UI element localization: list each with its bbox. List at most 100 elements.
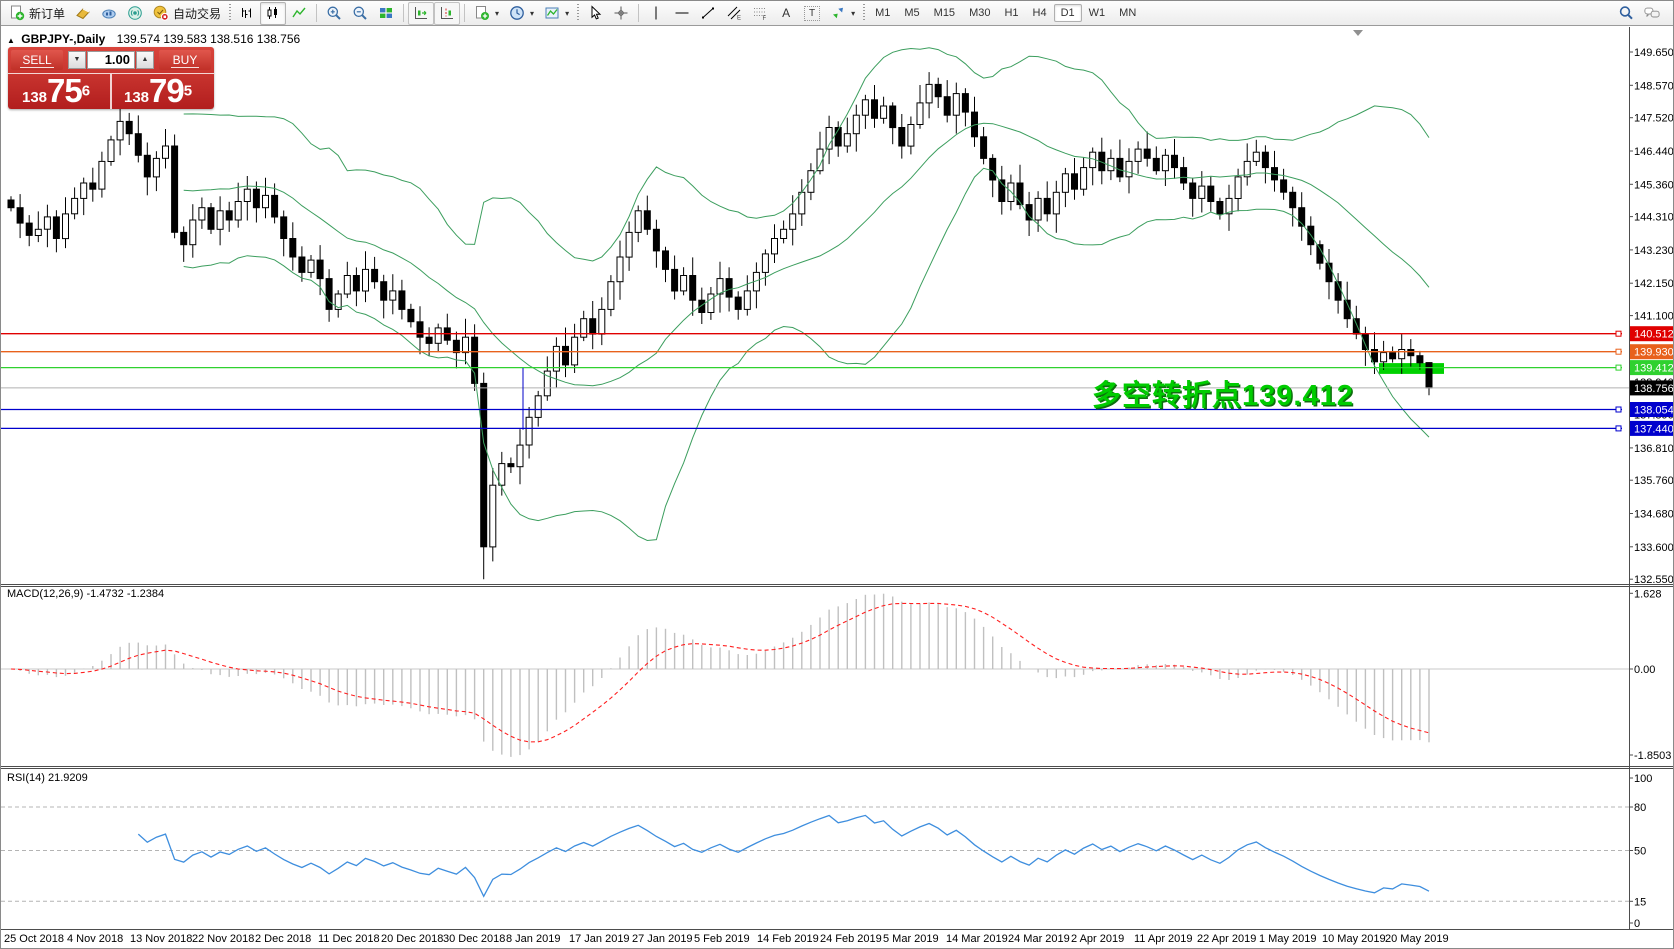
auto-scroll-button[interactable] [408,1,435,25]
timeframe-m15[interactable]: M15 [933,7,956,19]
svg-text:140.512: 140.512 [1634,329,1674,341]
candlestick-chart-button[interactable] [260,1,287,25]
data-window-button[interactable] [96,2,122,25]
timeframe-d1[interactable]: D1 [1053,4,1082,22]
market-watch-button[interactable] [70,2,96,25]
horizontal-line-button[interactable] [669,2,695,25]
svg-text:148.570: 148.570 [1634,80,1674,92]
new-order-button[interactable]: 新订单 [4,2,70,25]
templates-button[interactable]: ▾ [539,2,574,25]
svg-text:137.440: 137.440 [1634,423,1674,435]
toolbar-grip[interactable] [577,4,580,22]
sell-button[interactable]: SELL [11,50,63,70]
bar-chart-button[interactable] [234,2,260,25]
cursor-icon [587,5,603,21]
toolbar-separator [464,4,466,22]
new-chart-button[interactable]: ▾ [469,2,504,25]
svg-text:149.650: 149.650 [1634,47,1674,59]
toolbar-grip[interactable] [229,4,232,22]
auto-scroll-icon [413,5,429,21]
svg-text:139.412: 139.412 [1634,363,1674,375]
svg-text:-1.8503: -1.8503 [1634,750,1671,762]
fibonacci-button[interactable]: F [747,2,773,25]
signals-button[interactable] [122,2,148,25]
svg-text:0.00: 0.00 [1634,664,1655,676]
sell-price[interactable]: 138756 [22,72,91,109]
crosshair-button[interactable] [608,2,634,25]
trendline-button[interactable] [695,2,721,25]
turning-point-annotation[interactable]: 多空转折点139.412 [1092,380,1354,412]
timeframe-h4[interactable]: H4 [1032,7,1047,19]
tile-windows-icon [378,5,394,21]
search-icon [1618,5,1634,21]
svg-text:146.440: 146.440 [1634,146,1674,158]
volume-increase-button[interactable]: ▲ [136,51,154,69]
timeframe-m1[interactable]: M1 [875,7,891,19]
svg-text:142.150: 142.150 [1634,278,1674,290]
main-toolbar: 新订单 自动交易 [1,1,1673,26]
text-label-icon: T [804,5,821,21]
equidistant-channel-button[interactable]: E [721,2,747,25]
svg-text:30 Dec 2018: 30 Dec 2018 [443,933,505,945]
svg-text:25 Oct 2018: 25 Oct 2018 [4,933,64,945]
vertical-line-icon [648,5,664,21]
timeframe-m30[interactable]: M30 [969,7,991,19]
line-chart-button[interactable] [286,2,312,25]
cursor-button[interactable] [582,2,608,25]
symbol-period: GBPJPY-,Daily [21,32,106,46]
chart-shift-button[interactable] [434,1,461,25]
chevron-down-icon: ▾ [565,8,570,18]
tile-windows-button[interactable] [373,2,399,25]
svg-text:24 Mar 2019: 24 Mar 2019 [1008,933,1070,945]
one-click-trading-panel: SELL ▼ 1.00 ▲ BUY 138756 138795 [8,47,214,109]
crosshair-icon [613,5,629,21]
svg-text:5 Mar 2019: 5 Mar 2019 [883,933,939,945]
auto-trading-icon [153,5,169,21]
svg-text:14 Feb 2019: 14 Feb 2019 [757,933,819,945]
svg-text:144.310: 144.310 [1634,212,1674,224]
svg-text:141.100: 141.100 [1634,311,1674,323]
buy-price[interactable]: 138795 [124,72,193,109]
new-chart-icon [474,5,490,21]
svg-text:143.230: 143.230 [1634,245,1674,257]
line-chart-icon [291,5,307,21]
svg-text:147.520: 147.520 [1634,113,1674,125]
zoom-out-button[interactable] [347,2,373,25]
macd-indicator-label: MACD(12,26,9) -1.4732 -1.2384 [7,588,165,600]
text-button[interactable]: A [773,2,799,25]
auto-trading-label: 自动交易 [173,6,222,21]
svg-text:132.550: 132.550 [1634,574,1674,586]
buy-button[interactable]: BUY [159,50,211,70]
auto-trading-button[interactable]: 自动交易 [148,2,226,25]
timeframe-w1[interactable]: W1 [1088,7,1106,19]
svg-text:100: 100 [1634,773,1652,785]
svg-text:133.600: 133.600 [1634,542,1674,554]
svg-text:14 Mar 2019: 14 Mar 2019 [946,933,1008,945]
arrows-button[interactable]: ▾ [825,2,860,25]
new-order-label: 新订单 [29,6,66,21]
vertical-line-button[interactable] [643,2,669,25]
timeframe-mn[interactable]: MN [1119,7,1137,19]
zoom-in-button[interactable] [321,2,347,25]
timeframe-m5[interactable]: M5 [904,7,920,19]
toolbar-grip[interactable] [863,4,866,22]
panel-divider [110,74,112,109]
svg-text:27 Jan 2019: 27 Jan 2019 [632,933,693,945]
toolbar-separator [316,4,318,22]
book-icon [75,5,91,21]
chevron-down-icon: ▾ [495,8,500,18]
periodicity-button[interactable]: ▾ [504,2,539,25]
svg-text:8 Jan 2019: 8 Jan 2019 [506,933,560,945]
text-label-button[interactable]: T [799,2,825,25]
timeframe-h1[interactable]: H1 [1004,7,1019,19]
fibonacci-icon: F [752,5,768,21]
chevron-down-icon: ▾ [851,8,856,18]
svg-text:1.628: 1.628 [1634,588,1662,600]
collapse-panel-icon[interactable]: ▲ [7,36,15,45]
svg-text:2 Dec 2018: 2 Dec 2018 [255,933,311,945]
volume-decrease-button[interactable]: ▼ [68,51,86,69]
chat-button[interactable] [1639,2,1665,25]
search-button[interactable] [1613,2,1639,25]
volume-input[interactable]: 1.00 [87,51,135,69]
